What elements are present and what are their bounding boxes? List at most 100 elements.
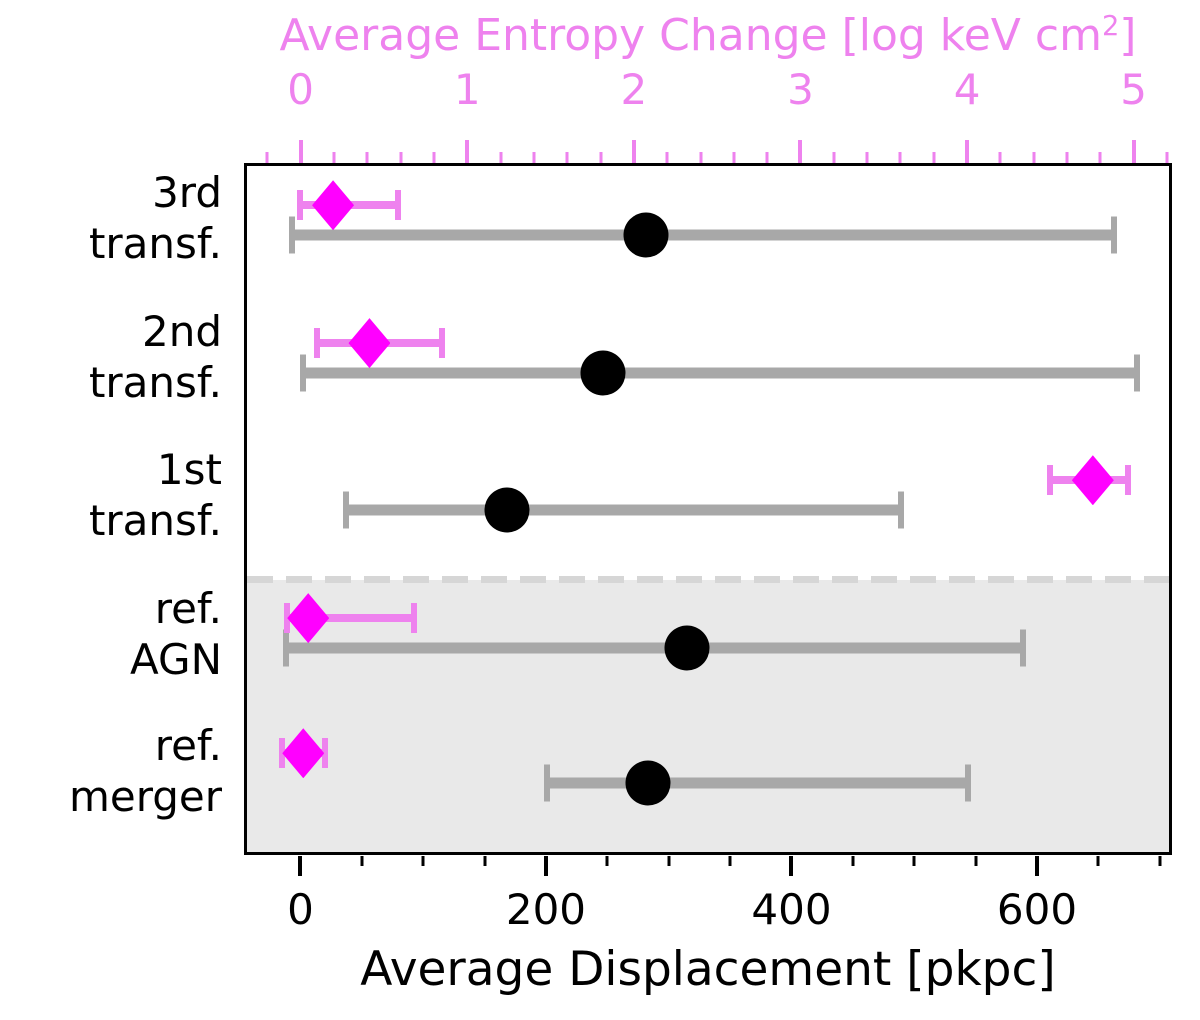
y-category-label-line: transf. xyxy=(88,357,222,407)
bottom-axis-tick-labels: 0 200 400 600 xyxy=(244,884,1172,936)
entropy-error-cap-high xyxy=(1124,465,1131,496)
major-tick-mark xyxy=(465,140,470,163)
minor-tick-mark xyxy=(974,856,978,866)
major-tick-mark xyxy=(543,856,548,876)
top-axis-ticks xyxy=(244,140,1172,163)
y-category-label-line: ref. xyxy=(154,584,222,634)
tick-label: 4 xyxy=(953,65,981,114)
major-tick-mark xyxy=(1131,140,1136,163)
tick-label: 0 xyxy=(287,65,315,114)
y-category-label-line: 3rd xyxy=(152,167,222,217)
displacement-error-cap-low xyxy=(300,354,307,392)
top-axis-title-superscript: 2 xyxy=(1101,11,1120,42)
minor-tick-mark xyxy=(421,856,425,866)
minor-tick-mark xyxy=(360,856,364,866)
displacement-error-cap-low xyxy=(342,491,349,529)
minor-tick-mark xyxy=(1065,152,1069,163)
displacement-marker-circle xyxy=(664,625,710,671)
minor-tick-mark xyxy=(1098,152,1102,163)
minor-tick-mark xyxy=(365,152,369,163)
tick-label: 400 xyxy=(751,885,832,934)
displacement-error-bar xyxy=(303,367,1138,379)
minor-tick-mark xyxy=(1165,152,1169,163)
displacement-error-bar xyxy=(286,642,1023,654)
major-tick-mark xyxy=(1034,856,1039,876)
displacement-marker-circle xyxy=(484,487,530,533)
y-category-label: 3rd transf. xyxy=(0,166,222,268)
entropy-error-cap-low xyxy=(278,738,285,769)
entropy-error-bar xyxy=(286,614,415,623)
minor-tick-mark xyxy=(1096,856,1100,866)
minor-tick-mark xyxy=(898,152,902,163)
major-tick-mark xyxy=(789,856,794,876)
minor-tick-mark xyxy=(399,152,403,163)
minor-tick-mark xyxy=(605,856,609,866)
displacement-error-cap-low xyxy=(289,216,296,254)
major-tick-mark xyxy=(631,140,636,163)
displacement-error-cap-low xyxy=(283,629,290,667)
y-category-label-line: 1st xyxy=(156,444,222,494)
minor-tick-mark xyxy=(483,856,487,866)
entropy-error-cap-high xyxy=(439,328,446,359)
y-category-label-line: transf. xyxy=(88,496,222,546)
displacement-marker-circle xyxy=(625,760,671,806)
y-category-label: ref. AGN xyxy=(0,583,222,685)
displacement-error-cap-high xyxy=(897,491,904,529)
displacement-error-cap-high xyxy=(1019,629,1026,667)
minor-tick-mark xyxy=(432,152,436,163)
tick-label: 2 xyxy=(620,65,648,114)
entropy-error-cap-low xyxy=(283,603,290,634)
minor-tick-mark xyxy=(1158,856,1162,866)
displacement-error-bar xyxy=(547,777,968,789)
minor-tick-mark xyxy=(599,152,603,163)
plot-area xyxy=(244,163,1172,855)
minor-tick-mark xyxy=(765,152,769,163)
minor-tick-mark xyxy=(565,152,569,163)
minor-tick-mark xyxy=(932,152,936,163)
minor-tick-mark xyxy=(499,152,503,163)
major-tick-mark xyxy=(965,140,970,163)
displacement-error-bar xyxy=(345,504,901,516)
tick-label: 1 xyxy=(453,65,481,114)
y-category-label-line: merger xyxy=(68,771,222,821)
displacement-error-cap-high xyxy=(1111,216,1118,254)
minor-tick-mark xyxy=(667,856,671,866)
tick-label: 200 xyxy=(505,885,587,934)
major-tick-mark xyxy=(298,856,303,876)
entropy-error-cap-low xyxy=(296,190,303,221)
y-category-label: ref. merger xyxy=(0,719,222,821)
minor-tick-mark xyxy=(732,152,736,163)
entropy-error-cap-low xyxy=(1046,465,1053,496)
entropy-error-cap-low xyxy=(313,328,320,359)
minor-tick-mark xyxy=(998,152,1002,163)
top-axis-title-main: Average Entropy Change [log keV cm xyxy=(279,10,1102,61)
minor-tick-mark xyxy=(728,856,732,866)
minor-tick-mark xyxy=(1032,152,1036,163)
bottom-axis-ticks xyxy=(244,856,1172,878)
minor-tick-mark xyxy=(832,152,836,163)
minor-tick-mark xyxy=(851,856,855,866)
tick-label: 600 xyxy=(996,885,1078,934)
entropy-marker-diamond xyxy=(348,318,391,369)
tick-label: 0 xyxy=(287,885,314,934)
minor-tick-mark xyxy=(865,152,869,163)
displacement-error-cap-high xyxy=(1134,354,1141,392)
major-tick-mark xyxy=(298,140,303,163)
reference-shaded-band xyxy=(247,579,1169,852)
displacement-marker-circle xyxy=(580,350,626,396)
displacement-error-bar xyxy=(292,229,1115,241)
minor-tick-mark xyxy=(665,152,669,163)
bottom-axis-title: Average Displacement [pkpc] xyxy=(360,942,1056,997)
top-axis-title-close: ] xyxy=(1119,10,1137,61)
y-category-label-line: transf. xyxy=(88,218,222,268)
y-category-label-line: 2nd xyxy=(141,306,222,356)
y-category-label-line: AGN xyxy=(130,635,222,685)
entropy-error-cap-high xyxy=(411,603,418,634)
tick-label: 3 xyxy=(787,65,814,114)
displacement-error-cap-high xyxy=(964,764,971,802)
displacement-error-cap-low xyxy=(544,764,551,802)
top-axis-title: Average Entropy Change [log keV cm2] xyxy=(244,10,1172,61)
entropy-error-cap-high xyxy=(321,738,328,769)
dashed-divider-line xyxy=(247,575,1169,583)
